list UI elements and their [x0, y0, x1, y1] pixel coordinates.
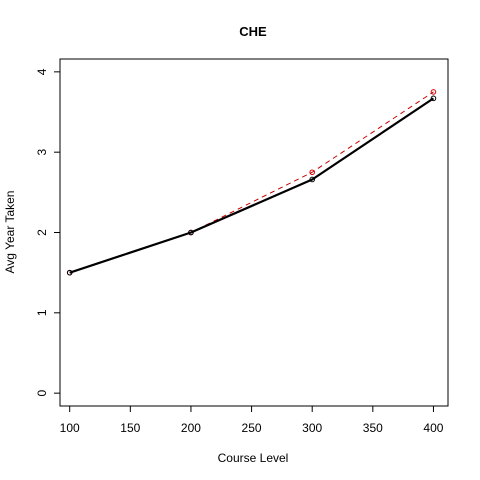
x-tick-label: 250	[242, 421, 262, 435]
chart-title: CHE	[239, 24, 267, 39]
series-layer	[66, 89, 437, 276]
series-0-point	[430, 95, 437, 102]
series-0-point	[188, 229, 194, 236]
y-axis: 0 1 2 3 4	[35, 68, 61, 396]
x-tick-label: 150	[120, 421, 140, 435]
y-tick-label: 0	[35, 389, 49, 396]
x-tick-label: 100	[60, 421, 80, 435]
series-0-point	[66, 269, 73, 276]
y-tick-label: 2	[35, 229, 49, 236]
series-1-point	[309, 169, 316, 176]
y-axis-label: Avg Year Taken	[3, 191, 17, 274]
y-tick-label: 4	[35, 68, 49, 75]
series-1-point	[430, 89, 437, 95]
x-tick-label: 400	[423, 421, 443, 435]
y-tick-label: 3	[35, 149, 49, 156]
x-tick-label: 350	[363, 421, 383, 435]
x-tick-label: 300	[302, 421, 322, 435]
series-0-point	[309, 176, 316, 183]
y-tick-label: 1	[35, 309, 49, 316]
x-axis: 100 150 200 250 300 350 400	[60, 405, 444, 435]
x-axis-label: Course Level	[218, 451, 289, 465]
x-tick-label: 200	[181, 421, 201, 435]
series-0-line	[69, 97, 435, 274]
